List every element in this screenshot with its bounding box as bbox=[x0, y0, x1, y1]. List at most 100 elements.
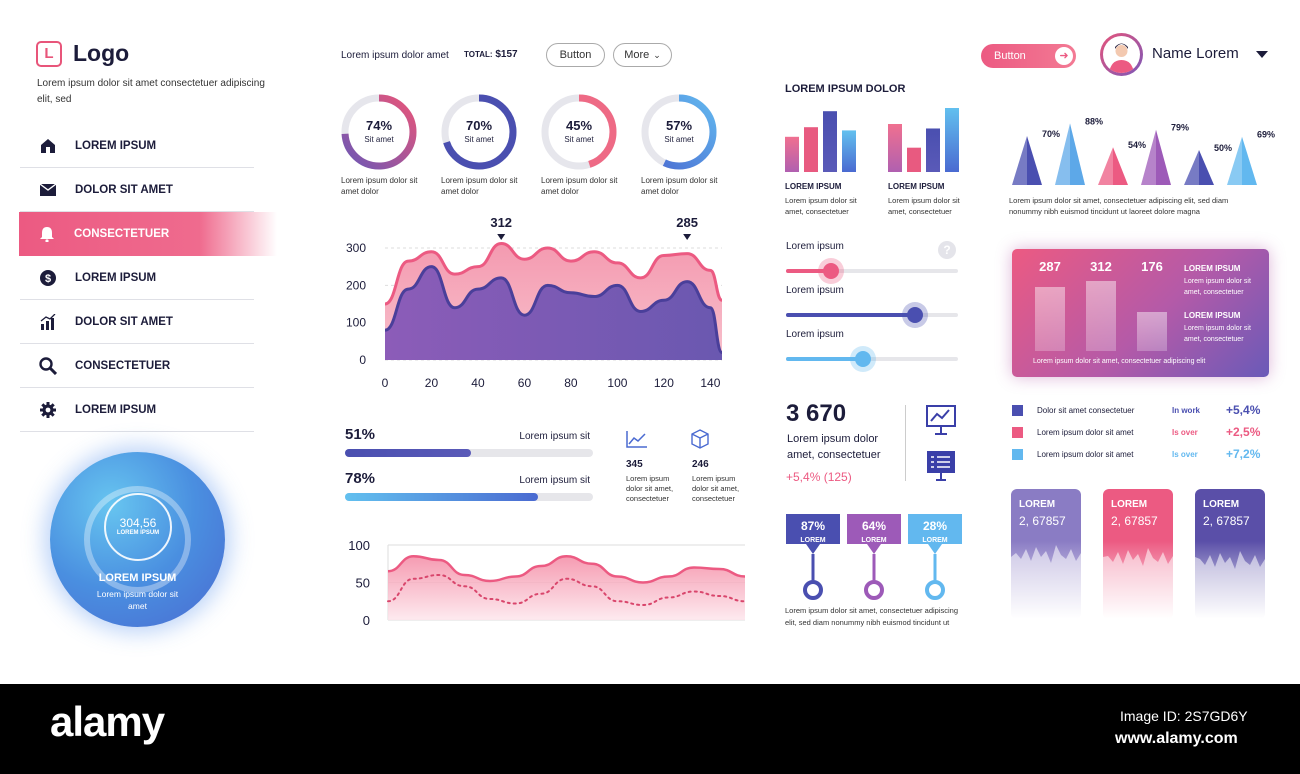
big-stat-change: +5,4% (125) bbox=[786, 470, 852, 484]
pyramid-label: 69% bbox=[1257, 130, 1275, 140]
slider-handle[interactable] bbox=[907, 307, 923, 323]
user-icon bbox=[1109, 43, 1134, 73]
summary-ring bbox=[84, 486, 191, 593]
stat-card: LOREM 2, 67857 bbox=[1103, 489, 1173, 619]
pink-toggle-button[interactable]: Button ➜ bbox=[981, 44, 1076, 68]
line-chart-icon bbox=[626, 431, 647, 448]
bar bbox=[785, 136, 799, 172]
x-tick-label: 40 bbox=[471, 376, 485, 390]
progress-fill bbox=[345, 449, 472, 457]
wave-chart: 0 50 100 bbox=[348, 538, 746, 628]
pyramid-caption: Lorem ipsum dolor sit amet, consectetuer… bbox=[1009, 196, 1229, 216]
bar bbox=[804, 127, 818, 172]
pyramid-right bbox=[1070, 123, 1085, 185]
sidebar-item[interactable]: CONSECTETUER bbox=[19, 212, 277, 256]
slider[interactable]: Lorem ipsum bbox=[786, 285, 958, 328]
marker-label: LOREM bbox=[922, 537, 948, 544]
slider-label: Lorem ipsum bbox=[786, 285, 844, 296]
bar-group-label: LOREM IPSUM bbox=[785, 182, 842, 191]
slider-handle[interactable] bbox=[822, 263, 839, 279]
donut-percent: 74% bbox=[365, 118, 393, 133]
donut-caption: Lorem ipsum dolor sit amet dolor bbox=[641, 176, 718, 196]
slider-track[interactable] bbox=[786, 269, 958, 273]
user-name[interactable]: Name Lorem bbox=[1152, 45, 1239, 62]
footer-image-id: Image ID: 2S7GD6Y bbox=[1120, 708, 1248, 724]
slider-handle[interactable] bbox=[855, 351, 872, 367]
sidebar-item[interactable]: LOREM IPSUM bbox=[20, 388, 254, 432]
legend-swatch bbox=[1012, 427, 1023, 438]
sidebar-item[interactable]: DOLOR SIT AMET bbox=[20, 168, 254, 212]
header-button[interactable]: Button bbox=[546, 43, 605, 67]
markers-caption: Lorem ipsum dolor sit amet, consectetuer… bbox=[785, 606, 958, 627]
y-tick-label: 300 bbox=[346, 241, 366, 255]
search-icon bbox=[20, 356, 75, 375]
donut-caption: Lorem ipsum dolor sit amet dolor bbox=[441, 176, 518, 196]
bell-icon bbox=[19, 226, 74, 242]
legend-text: Dolor sit amet consectetuer bbox=[1037, 406, 1135, 415]
legend-change: +5,4% bbox=[1226, 403, 1261, 417]
bar bbox=[842, 130, 856, 172]
slider[interactable]: Lorem ipsum bbox=[786, 329, 958, 372]
logo-text: Logo bbox=[73, 40, 130, 66]
donut-chart bbox=[441, 94, 517, 170]
total-label: TOTAL: bbox=[464, 50, 493, 59]
pyramid-left bbox=[1098, 147, 1113, 185]
mail-icon bbox=[20, 183, 75, 196]
peak-label: 312 bbox=[490, 215, 512, 230]
presentation-chart-icon bbox=[926, 405, 956, 435]
sidebar-item[interactable]: $ LOREM IPSUM bbox=[20, 256, 254, 300]
pyramid-left bbox=[1227, 136, 1242, 185]
sidebar-item[interactable]: CONSECTETUER bbox=[20, 344, 254, 388]
marker-pin: 64% LOREM bbox=[847, 514, 901, 602]
bar bbox=[907, 147, 921, 172]
donut-sub: Sit amet bbox=[464, 135, 494, 144]
pyramid-left bbox=[1184, 150, 1199, 185]
marker-percent: 87% bbox=[800, 519, 826, 533]
pyramid-label: 50% bbox=[1214, 143, 1232, 153]
y-tick-label: 0 bbox=[359, 353, 366, 367]
stat-card-value: 2, 67857 bbox=[1203, 514, 1250, 528]
caret-down-icon[interactable] bbox=[1256, 51, 1268, 58]
x-tick-label: 140 bbox=[700, 376, 720, 390]
more-dropdown[interactable]: More ⌄ bbox=[613, 43, 672, 67]
gradient-bar-card bbox=[1012, 249, 1269, 377]
mini-stat-text: Lorem ipsum dolor sit amet, consectetuer bbox=[626, 474, 674, 503]
slider-track[interactable] bbox=[786, 357, 958, 361]
progress-fill bbox=[345, 493, 539, 501]
stat-card-wave bbox=[1011, 545, 1081, 619]
dollar-icon: $ bbox=[20, 269, 75, 286]
pyramid-label: 79% bbox=[1171, 123, 1189, 133]
stat-card-wave bbox=[1103, 548, 1173, 619]
legend-status: In work bbox=[1172, 406, 1201, 415]
donut-arc bbox=[441, 94, 517, 170]
donut-sub: Sit amet bbox=[564, 135, 594, 144]
svg-text:$: $ bbox=[44, 273, 50, 285]
bar-group-text: Lorem ipsum dolor sit amet, consectetuer bbox=[785, 196, 857, 216]
slider-track[interactable] bbox=[786, 313, 958, 317]
x-tick-label: 20 bbox=[425, 376, 439, 390]
stat-card-title: LOREM bbox=[1019, 499, 1056, 510]
donut-percent: 57% bbox=[665, 118, 693, 133]
legend-row: Dolor sit amet consectetuer In work +5,4% bbox=[1012, 403, 1270, 421]
summary-value: 304,56 bbox=[119, 516, 157, 530]
pyramid-right bbox=[1113, 147, 1128, 185]
x-tick-label: 60 bbox=[518, 376, 532, 390]
slider-fill bbox=[786, 269, 831, 273]
progress-label: Lorem ipsum sit bbox=[519, 475, 590, 486]
sidebar-item-label: DOLOR SIT AMET bbox=[75, 315, 173, 328]
bar bbox=[945, 108, 959, 172]
marker-percent: 28% bbox=[922, 519, 948, 533]
legend-row: Lorem ipsum dolor sit amet Is over +7,2% bbox=[1012, 447, 1270, 465]
summary-inner-label: LOREM IPSUM bbox=[116, 530, 160, 536]
sidebar-item[interactable]: DOLOR SIT AMET bbox=[20, 300, 254, 344]
mini-stat-value: 246 bbox=[692, 459, 709, 470]
sidebar-item[interactable]: LOREM IPSUM bbox=[20, 124, 254, 168]
slider-label: Lorem ipsum bbox=[786, 329, 844, 340]
bar-group-caption: LOREM IPSUM Lorem ipsum dolor sit amet, … bbox=[785, 182, 875, 217]
slider[interactable]: Lorem ipsum bbox=[786, 241, 958, 284]
help-icon[interactable]: ? bbox=[938, 241, 956, 259]
gradient-card-footer: Lorem ipsum dolor sit amet, consectetuer… bbox=[1033, 358, 1206, 365]
card-bar-value: 312 bbox=[1090, 259, 1112, 274]
donut-widget: 74% Sit amet Lorem ipsum dolor sit amet do… bbox=[340, 93, 430, 203]
avatar[interactable] bbox=[1100, 33, 1143, 76]
